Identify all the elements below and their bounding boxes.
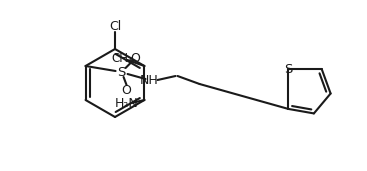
Text: O: O (131, 51, 141, 64)
Text: Cl: Cl (109, 21, 121, 34)
Text: S: S (117, 65, 126, 78)
Text: NH: NH (140, 74, 159, 87)
Text: CH₃: CH₃ (112, 51, 133, 64)
Text: S: S (284, 63, 292, 76)
Text: H₂N: H₂N (115, 96, 138, 109)
Text: O: O (121, 83, 131, 96)
